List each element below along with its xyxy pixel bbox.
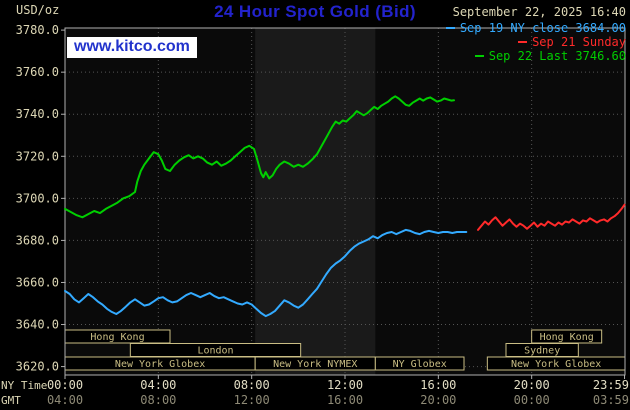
chart-title: 24 Hour Spot Gold (Bid) [214, 2, 416, 21]
y-tick-label: 3740.0 [16, 107, 59, 121]
session-label: NY Globex [393, 359, 447, 370]
x-tick-label-ny: 08:00 [234, 378, 270, 392]
legend: Sep 19 NY close 3684.00 Sep 21 Sunday Sep … [445, 21, 626, 63]
x-tick-label-gmt: 12:00 [234, 393, 270, 407]
sep-22-last-line [64, 95, 455, 219]
y-tick-label: 3760.0 [16, 65, 59, 79]
x-tick-label-ny: 16:00 [420, 378, 456, 392]
y-axis-unit-label: USD/oz [16, 3, 60, 17]
x-tick-label-gmt: 16:00 [327, 393, 363, 407]
x-tick-label-ny: 00:00 [47, 378, 83, 392]
y-tick-label: 3700.0 [16, 191, 59, 205]
legend-line-swatch [474, 55, 484, 57]
x-tick-label-ny: 23:59 [593, 378, 629, 392]
legend-line-swatch [518, 41, 528, 43]
session-label: New York Globex [115, 359, 205, 370]
y-tick-label: 3720.0 [16, 149, 59, 163]
x-tick-label-gmt: 03:59 [593, 393, 629, 407]
legend-label: Sep 21 Sunday [532, 35, 626, 49]
legend-item: Sep 21 Sunday [446, 35, 626, 49]
ny-time-axis-label: NY Time [1, 379, 47, 392]
x-tick-label-ny: 20:00 [514, 378, 550, 392]
legend-label: Sep 19 NY close 3684.00 [459, 21, 626, 35]
kitco-watermark: www.kitco.com [67, 37, 197, 58]
session-label: London [197, 346, 233, 357]
x-tick-label-gmt: 00:00 [514, 393, 550, 407]
x-tick-label-ny: 12:00 [327, 378, 363, 392]
y-tick-label: 3780.0 [16, 23, 59, 37]
x-tick-label-gmt: 04:00 [47, 393, 83, 407]
y-tick-label: 3620.0 [16, 360, 59, 374]
session-label: New York Globex [511, 359, 601, 370]
y-tick-label: 3660.0 [16, 275, 59, 289]
session-box [374, 356, 465, 371]
sep-19-ny-close-line [64, 228, 468, 318]
legend-line-swatch [445, 27, 455, 29]
session-label: Hong Kong [540, 332, 594, 343]
sep-21-sunday-line [477, 203, 626, 231]
x-tick-label-ny: 04:00 [140, 378, 176, 392]
session-label: New York NYMEX [273, 359, 357, 370]
y-tick-label: 3680.0 [16, 233, 59, 247]
x-tick-label-gmt: 08:00 [140, 393, 176, 407]
legend-label: Sep 22 Last 3746.60 [488, 49, 626, 63]
y-tick-label: 3640.0 [16, 318, 59, 332]
session-label: Sydney [524, 346, 560, 357]
legend-item: Sep 19 NY close 3684.00 [445, 21, 626, 35]
session-label: Hong Kong [90, 332, 144, 343]
x-tick-label-gmt: 20:00 [420, 393, 456, 407]
chart-datetime: September 22, 2025 16:40 [452, 5, 626, 19]
legend-item: Sep 22 Last 3746.60 [446, 49, 626, 63]
nymex-session-band [255, 28, 376, 375]
gmt-axis-label: GMT [1, 394, 21, 407]
